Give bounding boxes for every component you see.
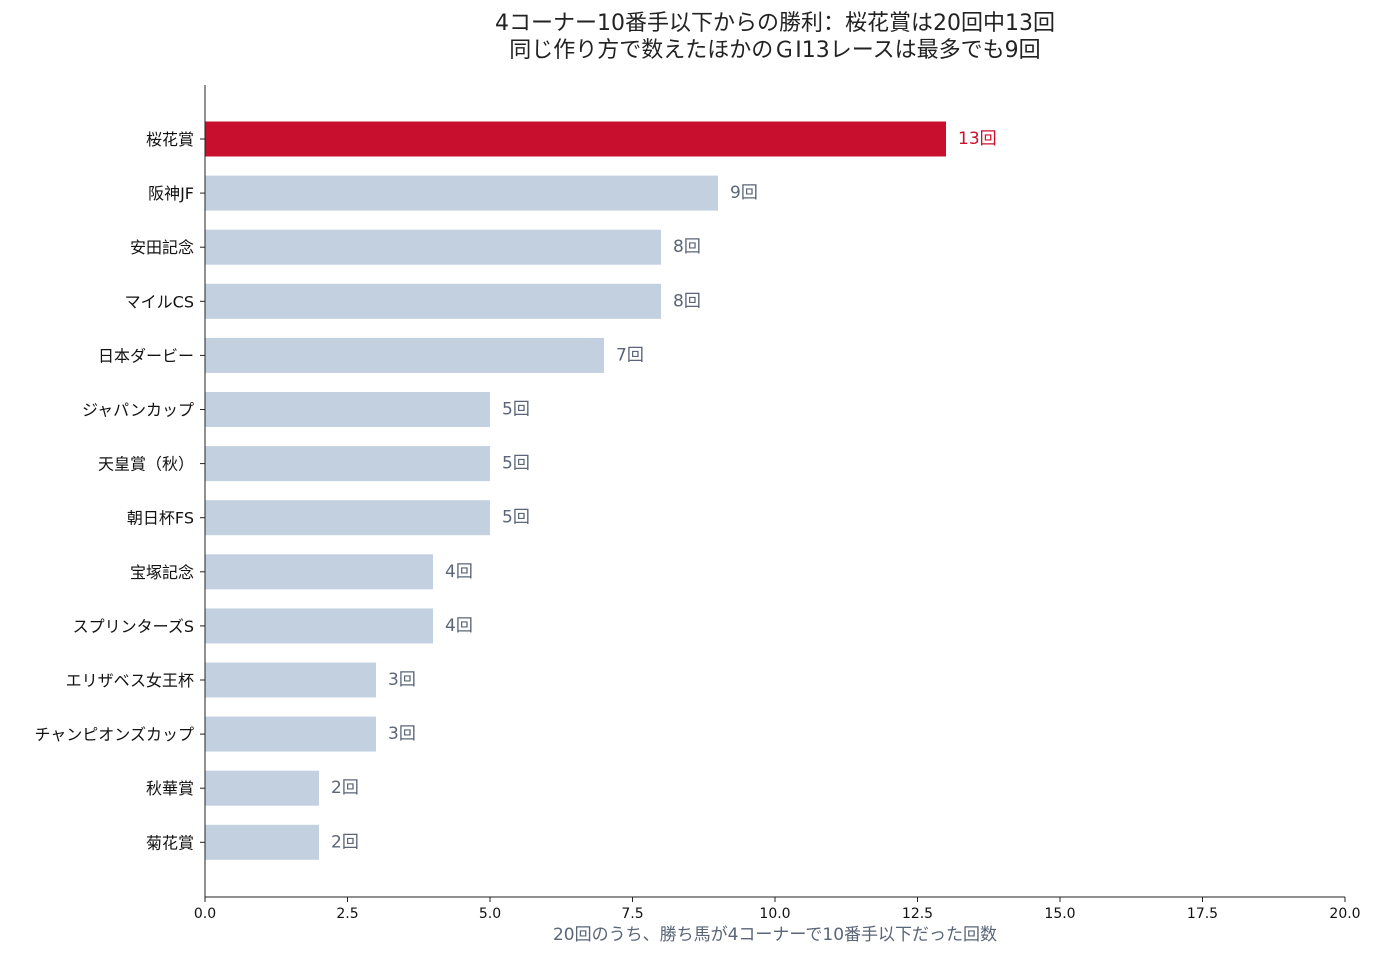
y-label-0: 桜花賞 — [146, 130, 194, 149]
value-label-5: 5回 — [502, 400, 530, 420]
bar-0 — [205, 121, 946, 157]
y-label-10: エリザベス女王杯 — [66, 671, 194, 690]
value-label-6: 5回 — [502, 454, 530, 474]
chart-title: 4コーナー10番手以下からの勝利：桜花賞は20回中13回 — [495, 11, 1055, 36]
value-label-8: 4回 — [445, 562, 473, 582]
bar-6 — [205, 446, 490, 482]
x-tick-label-3: 7.5 — [621, 906, 643, 922]
value-label-4: 7回 — [616, 345, 644, 365]
x-tick-label-1: 2.5 — [336, 906, 358, 922]
y-label-7: 朝日杯FS — [127, 509, 194, 528]
bars-group — [205, 121, 946, 860]
bar-2 — [205, 229, 661, 265]
y-label-3: マイルCS — [125, 292, 194, 311]
y-label-6: 天皇賞（秋） — [98, 455, 194, 474]
x-tick-label-6: 15.0 — [1044, 906, 1075, 922]
value-label-10: 3回 — [388, 670, 416, 690]
y-label-9: スプリンターズS — [73, 617, 194, 636]
bar-3 — [205, 283, 661, 319]
value-label-2: 8回 — [673, 237, 701, 257]
y-label-12: 秋華賞 — [146, 779, 194, 798]
x-tick-label-7: 17.5 — [1187, 906, 1218, 922]
value-label-11: 3回 — [388, 724, 416, 744]
value-label-12: 2回 — [331, 778, 359, 798]
y-label-1: 阪神JF — [148, 184, 194, 203]
bar-8 — [205, 554, 433, 590]
chart-subtitle: 同じ作り方で数えたほかのＧⅠ13レースは最多でも9回 — [509, 38, 1041, 63]
y-label-2: 安田記念 — [130, 238, 194, 257]
bar-4 — [205, 337, 604, 373]
x-tick-label-4: 10.0 — [759, 906, 790, 922]
y-label-8: 宝塚記念 — [130, 563, 194, 582]
bar-5 — [205, 392, 490, 427]
bar-10 — [205, 662, 376, 698]
x-axis: 0.0 2.5 5.0 7.5 10.0 12.5 15.0 17.5 20.0 — [194, 896, 1361, 922]
x-tick-label-8: 20.0 — [1329, 906, 1360, 922]
y-label-11: チャンピオンズカップ — [34, 725, 194, 744]
x-tick-label-2: 5.0 — [479, 906, 501, 922]
value-label-0: 13回 — [958, 129, 997, 149]
chart-title-block: 4コーナー10番手以下からの勝利：桜花賞は20回中13回 同じ作り方で数えたほか… — [305, 10, 1245, 64]
x-tick-label-0: 0.0 — [194, 906, 216, 922]
value-label-3: 8回 — [673, 291, 701, 311]
value-label-1: 9回 — [730, 183, 758, 203]
x-tick-label-5: 12.5 — [902, 906, 933, 922]
bar-7 — [205, 500, 490, 536]
bar-1 — [205, 175, 718, 211]
value-label-13: 2回 — [331, 832, 359, 852]
y-label-4: 日本ダービー — [98, 346, 194, 365]
y-label-13: 菊花賞 — [146, 833, 194, 852]
x-axis-label: 20回のうち、勝ち馬が4コーナーで10番手以下だった回数 — [553, 925, 997, 945]
value-label-9: 4回 — [445, 616, 473, 636]
bar-13 — [205, 824, 319, 860]
y-label-5: ジャパンカップ — [82, 401, 194, 420]
bar-12 — [205, 770, 319, 806]
bar-11 — [205, 716, 376, 752]
value-label-7: 5回 — [502, 508, 530, 528]
bar-9 — [205, 608, 433, 644]
value-labels: 13回 9回 8回 8回 7回 5回 5回 5回 4回 4回 3回 3回 2回 2回 — [331, 129, 997, 852]
